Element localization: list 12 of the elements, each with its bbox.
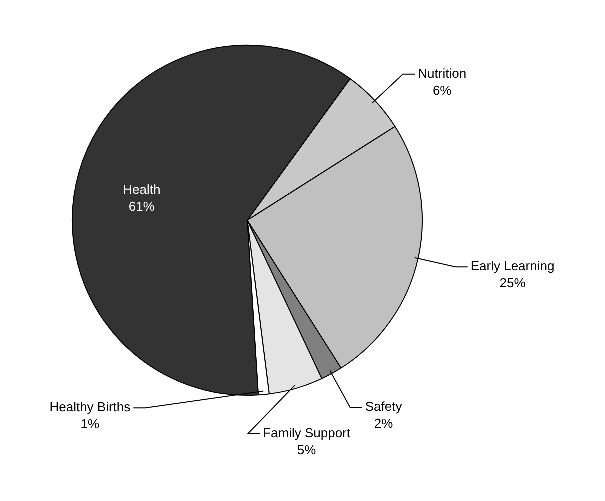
slice-label: Health <box>123 182 161 198</box>
data-label: 25% <box>500 276 526 291</box>
data-label: 6% <box>432 82 452 98</box>
data-label: 61% <box>128 199 156 214</box>
slice-label: Family Support <box>263 426 351 441</box>
data-label: 2% <box>374 416 394 432</box>
data-label: 5% <box>297 442 317 458</box>
data-label: 1% <box>80 416 100 432</box>
slice-label: Nutrition <box>418 66 467 81</box>
slice-label: Healthy Births <box>50 400 132 415</box>
slice-label: Early Learning <box>470 258 555 274</box>
slice-label: Safety <box>365 399 403 414</box>
